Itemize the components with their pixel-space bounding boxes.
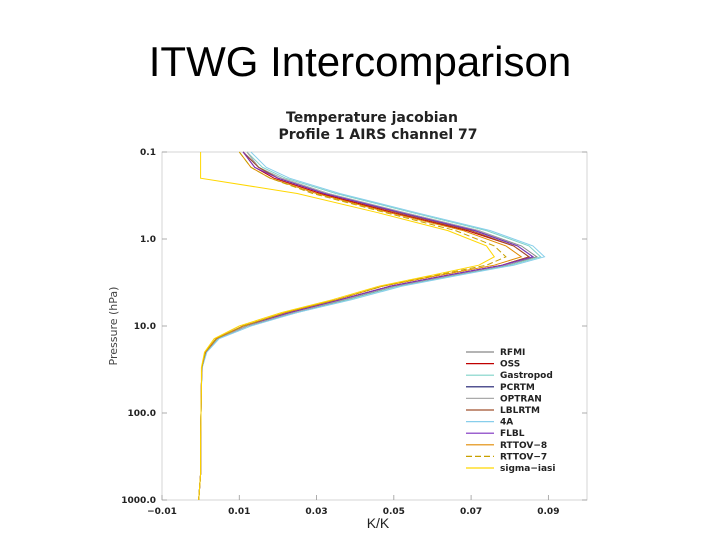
x-tick-label: 0.07: [460, 507, 482, 517]
legend-label: RTTOV−8: [500, 441, 547, 451]
y-axis-label: Pressure (hPa): [107, 287, 120, 366]
y-axis: 0.1 1.0 10.0 100.0 1000.0: [121, 148, 587, 506]
legend-label: sigma−iasi: [500, 464, 555, 474]
slide-title: ITWG Intercomparison: [148, 38, 572, 85]
y-tick-label: 0.1: [140, 148, 156, 158]
x-tick-label: 0.01: [228, 507, 250, 517]
x-tick-label: −0.01: [147, 507, 177, 517]
legend-label: OSS: [500, 360, 520, 370]
legend-label: OPTRAN: [500, 394, 542, 404]
legend-label: RFMI: [500, 348, 525, 358]
x-axis-label: K/K: [367, 515, 390, 531]
x-tick-label: 0.03: [305, 507, 327, 517]
legend-label: RTTOV−7: [500, 452, 547, 462]
x-axis: −0.01 0.01 0.03 0.05 0.07 0.09: [147, 495, 559, 517]
chart-title: Temperature jacobian: [286, 110, 458, 126]
legend-label: Gastropod: [500, 371, 553, 381]
y-tick-label: 1000.0: [121, 496, 156, 506]
legend-label: PCRTM: [500, 383, 535, 393]
legend-label: LBLRTM: [500, 406, 540, 416]
y-tick-label: 1.0: [140, 235, 156, 245]
y-tick-label: 10.0: [134, 322, 156, 332]
series-lines: [198, 151, 546, 501]
y-tick-label: 100.0: [128, 409, 156, 419]
legend-label: FLBL: [500, 429, 525, 439]
legend-label: 4A: [500, 418, 513, 428]
x-tick-label: 0.05: [383, 507, 405, 517]
series-line: [198, 152, 496, 501]
x-tick-label: 0.09: [537, 507, 559, 517]
chart-subtitle: Profile 1 AIRS channel 77: [278, 127, 477, 143]
